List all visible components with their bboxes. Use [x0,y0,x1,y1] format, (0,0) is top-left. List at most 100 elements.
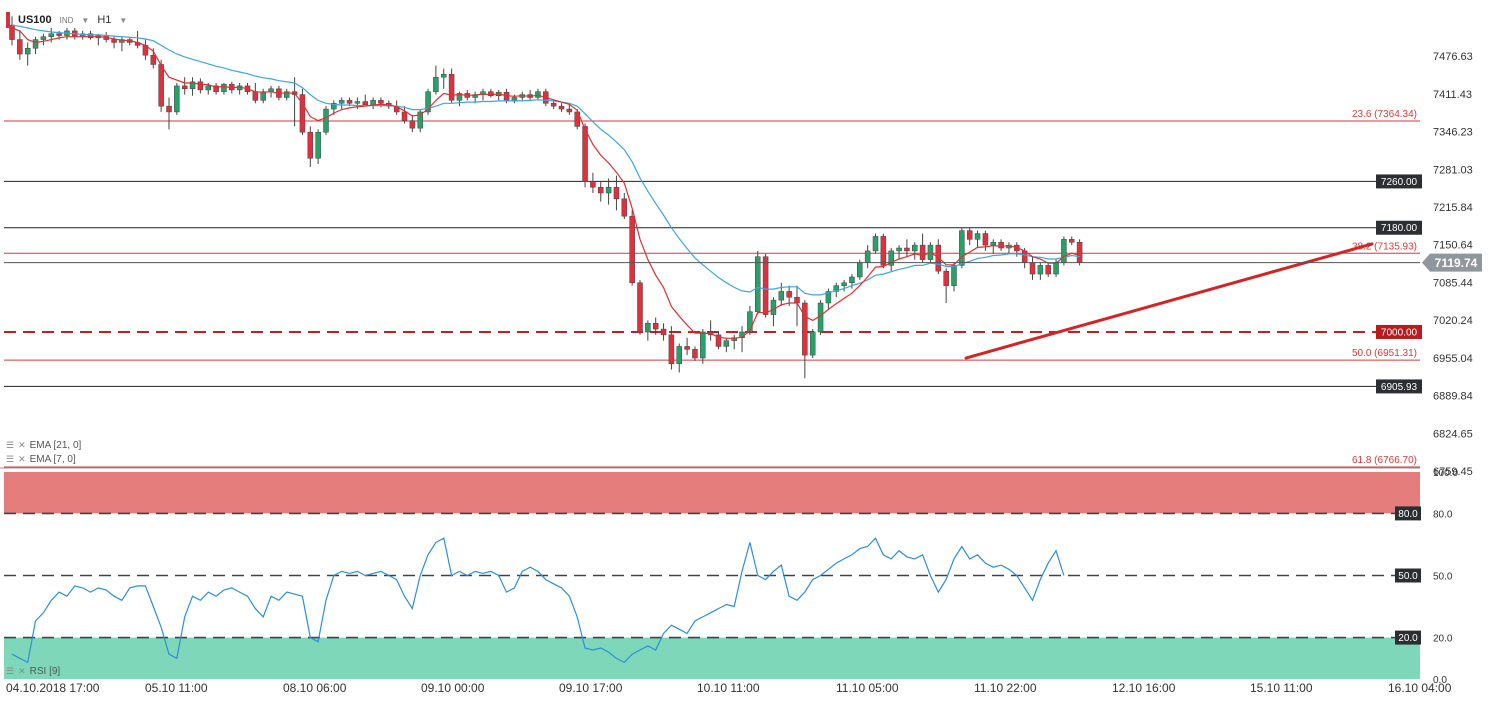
indicator-ema7[interactable]: ☰ ✕ EMA [7, 0] [6,454,76,465]
candle-bear[interactable] [166,105,172,113]
candle-bull[interactable] [770,299,777,315]
candle-bull[interactable] [1037,265,1044,275]
candle-bull[interactable] [24,48,31,55]
candle-bull[interactable] [1061,239,1067,263]
candle-bull[interactable] [205,85,211,91]
candle-bear[interactable] [786,291,792,298]
candle-bear[interactable] [378,100,384,104]
candle-bull[interactable] [315,131,321,159]
candle-bull[interactable] [284,91,290,98]
candle-bull[interactable] [841,282,847,286]
candle-bull[interactable] [951,265,957,286]
timeframe-chevron-icon[interactable]: ▼ [119,15,128,25]
indicator-rsi[interactable]: ☰ ✕ RSI [9] [6,666,60,677]
candle-bull[interactable] [535,91,541,98]
candle-bear[interactable] [794,296,800,304]
candle-bear[interactable] [684,346,690,350]
list-icon[interactable]: ☰ [6,666,15,676]
candle-bear[interactable] [998,241,1004,249]
candle-bull[interactable] [189,81,196,90]
candle-bull[interactable] [645,323,651,333]
candle-bull[interactable] [825,291,832,304]
candle-bear[interactable] [802,302,808,356]
timeframe-selector[interactable]: H1 [97,14,112,26]
candle-bull[interactable] [864,250,871,263]
candle-bear[interactable] [1069,239,1075,243]
candle-bear[interactable] [448,74,455,101]
candle-bear[interactable] [362,101,368,106]
candle-bear[interactable] [1029,262,1036,275]
candle-bear[interactable] [935,244,942,272]
candle-bull[interactable] [472,94,478,98]
candle-bull[interactable] [331,103,337,110]
candle-bull[interactable] [338,100,345,104]
candle-bear[interactable] [111,39,117,43]
candle-bull[interactable] [747,311,753,333]
indicator-ema21[interactable]: ☰ ✕ EMA [21, 0] [6,440,81,451]
candle-bear[interactable] [582,126,588,182]
close-icon[interactable]: ✕ [18,440,26,450]
candle-bear[interactable] [590,181,596,188]
chevron-down-icon[interactable]: ▼ [81,15,90,25]
candle-bull[interactable] [990,241,996,246]
candle-bear[interactable] [668,334,675,365]
candle-bull[interactable] [700,331,706,359]
candle-bull[interactable] [723,340,730,347]
candle-bull[interactable] [605,186,612,194]
candle-bull[interactable] [456,93,463,101]
candle-bear[interactable] [613,186,620,200]
candle-bull[interactable] [849,276,855,283]
candle-bear[interactable] [17,39,23,55]
candle-bear[interactable] [488,91,494,96]
candle-bear[interactable] [715,334,722,347]
candle-bull[interactable] [119,39,125,43]
candle-bear[interactable] [299,94,306,133]
candle-bear[interactable] [401,111,408,121]
candle-bear[interactable] [252,91,259,101]
candle-bear[interactable] [550,103,557,107]
candle-bear[interactable] [56,33,62,36]
candle-bull[interactable] [896,247,902,252]
candle-bear[interactable] [904,247,910,252]
candle-bull[interactable] [755,256,761,312]
candle-bull[interactable] [48,33,54,37]
candle-bear[interactable] [919,244,926,260]
candle-bull[interactable] [260,91,266,101]
candle-bear[interactable] [637,282,643,333]
candle-bear[interactable] [943,270,949,286]
candle-bear[interactable] [558,105,565,110]
candle-bear[interactable] [880,236,887,266]
close-icon[interactable]: ✕ [18,454,26,464]
list-icon[interactable]: ☰ [6,440,15,450]
candle-bear[interactable] [150,54,157,65]
candle-bear[interactable] [181,85,188,90]
candle-bear[interactable] [213,85,219,92]
list-icon[interactable]: ☰ [6,454,15,464]
candle-bear[interactable] [9,24,15,40]
candle-bull[interactable] [433,76,439,92]
candle-bear[interactable] [621,198,628,217]
candle-bear[interactable] [982,233,989,246]
candle-bear[interactable] [87,33,94,39]
candle-bear[interactable] [307,131,314,159]
candle-bear[interactable] [158,64,164,107]
candle-bull[interactable] [417,111,423,129]
candle-bull[interactable] [40,36,47,40]
candle-bear[interactable] [1045,265,1051,275]
candle-bull[interactable] [441,74,447,78]
candle-bear[interactable] [574,111,580,127]
candle-bear[interactable] [598,186,604,194]
candle-bull[interactable] [32,39,39,49]
close-icon[interactable]: ✕ [18,666,26,676]
candle-bull[interactable] [323,108,329,133]
candle-bull[interactable] [1053,262,1059,275]
candle-bear[interactable] [409,120,416,129]
candle-bull[interactable] [912,244,918,252]
candle-bull[interactable] [872,236,879,252]
candle-bull[interactable] [959,230,965,266]
candle-bull[interactable] [809,331,816,356]
candle-bull[interactable] [857,262,863,278]
candle-bear[interactable] [652,323,659,330]
candle-bear[interactable] [762,256,769,315]
